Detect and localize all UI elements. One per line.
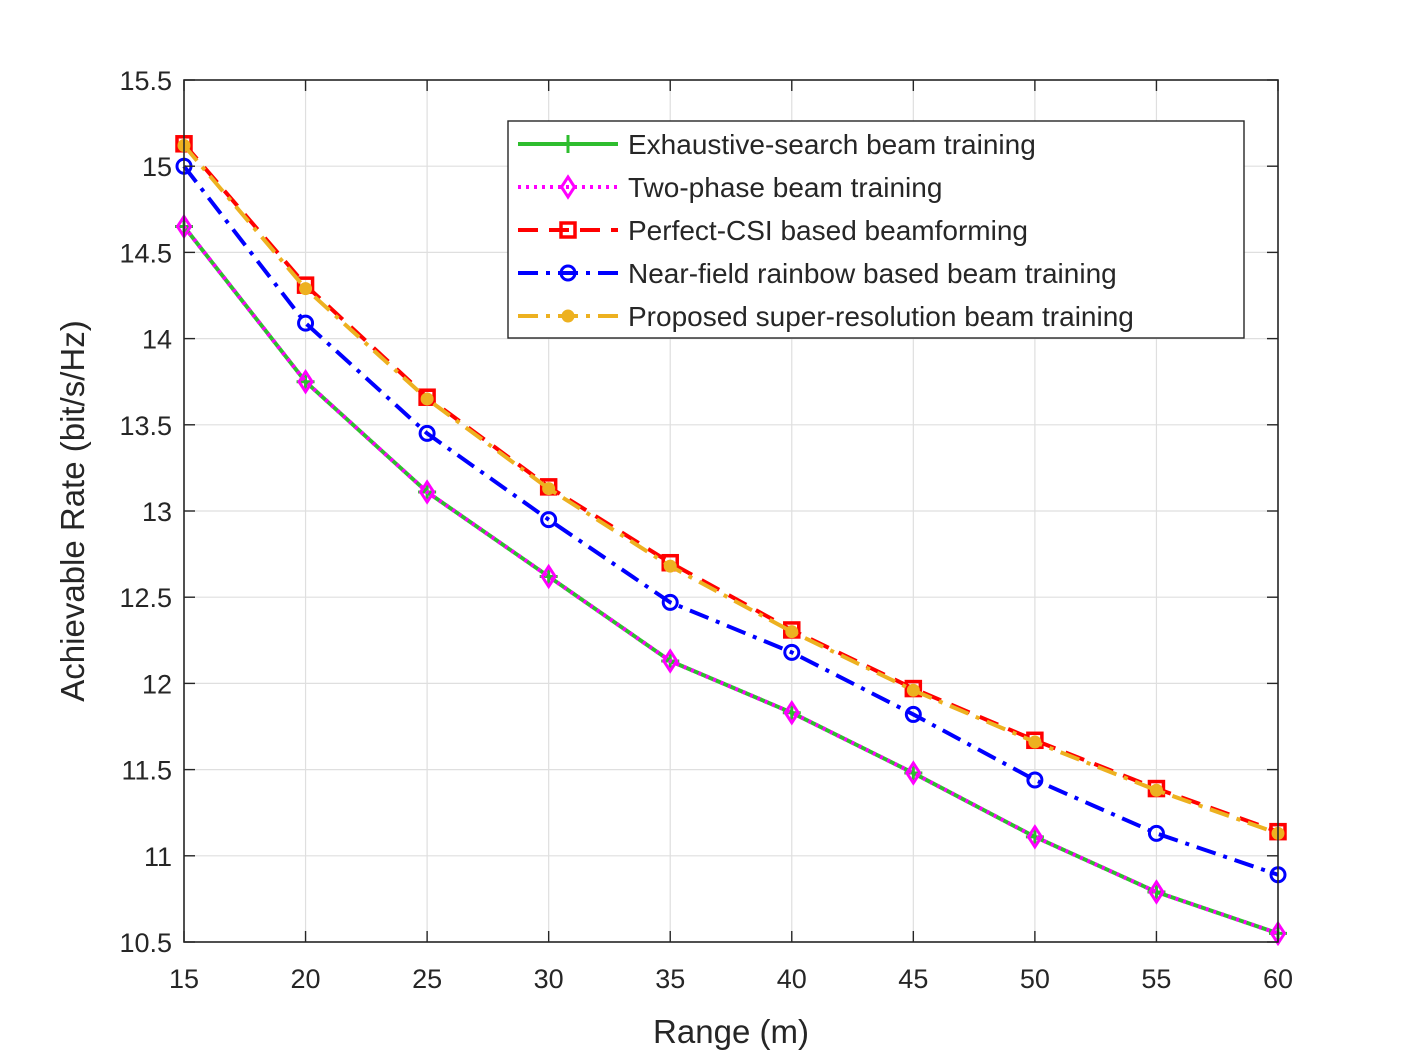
legend-marker [561, 309, 575, 323]
y-tick-label: 12 [142, 669, 172, 699]
data-point-marker [418, 424, 436, 442]
x-tick-label: 15 [169, 964, 199, 994]
x-axis-label: Range (m) [653, 1013, 809, 1050]
data-point-marker [299, 282, 313, 296]
data-point-marker [420, 392, 434, 406]
y-tick-label: 11.5 [121, 756, 172, 786]
x-tick-label: 50 [1020, 964, 1050, 994]
axis-ticks: 15 20 25 30 35 40 45 50 55 60 10.5 11 11.5 12 12.5 13 13… [119, 66, 1293, 994]
series-line [182, 164, 1279, 877]
legend-label: Perfect-CSI based beamforming [628, 215, 1028, 246]
x-tick-label: 30 [534, 964, 564, 994]
legend-box [507, 120, 1245, 339]
data-point-marker [1269, 920, 1287, 947]
y-tick-label: 15.5 [119, 66, 172, 96]
data-point-marker [783, 643, 801, 661]
data-point-marker [1026, 824, 1044, 850]
data-point-marker [1026, 771, 1044, 789]
data-point-marker [904, 705, 922, 723]
data-point-marker [540, 563, 557, 590]
x-tick-label: 60 [1263, 964, 1293, 994]
data-point-marker [1148, 879, 1165, 905]
legend-label: Proposed super-resolution beam training [628, 301, 1134, 332]
legend-label: Near-field rainbow based beam training [628, 258, 1117, 289]
y-tick-label: 13 [142, 497, 172, 527]
legend-item: Proposed super-resolution beam training [518, 301, 1134, 332]
y-tick-label: 13.5 [119, 411, 172, 441]
y-tick-label: 12.5 [119, 583, 172, 613]
legend-item: Near-field rainbow based beam training [518, 258, 1117, 289]
data-point-marker [906, 683, 920, 697]
y-tick-label: 14 [142, 325, 172, 355]
legend-marker [559, 174, 577, 200]
data-point-marker [905, 760, 922, 786]
legend: Exhaustive-search beam training Two-phase… [507, 120, 1245, 339]
legend-marker [559, 264, 577, 282]
y-tick-label: 14.5 [119, 238, 172, 268]
data-point-marker [540, 511, 558, 529]
y-tick-label: 11 [144, 842, 172, 872]
legend-label: Exhaustive-search beam training [628, 129, 1036, 160]
series-line [182, 142, 1279, 834]
x-tick-label: 40 [777, 964, 807, 994]
legend-marker [559, 135, 577, 153]
data-point-marker [297, 368, 314, 395]
data-point-marker [785, 625, 799, 639]
y-axis-label: Achievable Rate (bit/s/Hz) [54, 320, 91, 701]
x-tick-label: 25 [412, 964, 442, 994]
series-line [182, 144, 1279, 836]
x-tick-label: 20 [291, 964, 321, 994]
legend-item: Two-phase beam training [518, 172, 942, 203]
legend-marker [559, 221, 577, 239]
data-point-marker [297, 314, 315, 332]
y-tick-label: 15 [142, 152, 172, 182]
legend-item: Perfect-CSI based beamforming [518, 215, 1028, 246]
data-point-marker [1028, 735, 1042, 749]
data-point-marker [783, 699, 801, 726]
series-layer [175, 135, 1287, 947]
x-tick-label: 45 [898, 964, 928, 994]
data-point-marker [542, 482, 556, 496]
x-tick-label: 55 [1141, 964, 1171, 994]
data-point-marker [661, 593, 679, 611]
y-tick-label: 10.5 [119, 928, 172, 958]
data-point-marker [661, 648, 679, 674]
legend-label: Two-phase beam training [628, 172, 942, 203]
data-point-marker [418, 479, 436, 505]
data-point-marker [1149, 783, 1163, 797]
series-line [182, 225, 1279, 936]
legend-item: Exhaustive-search beam training [518, 129, 1036, 160]
data-point-marker [663, 559, 677, 573]
x-tick-label: 35 [655, 964, 685, 994]
data-point-marker [1147, 824, 1165, 842]
